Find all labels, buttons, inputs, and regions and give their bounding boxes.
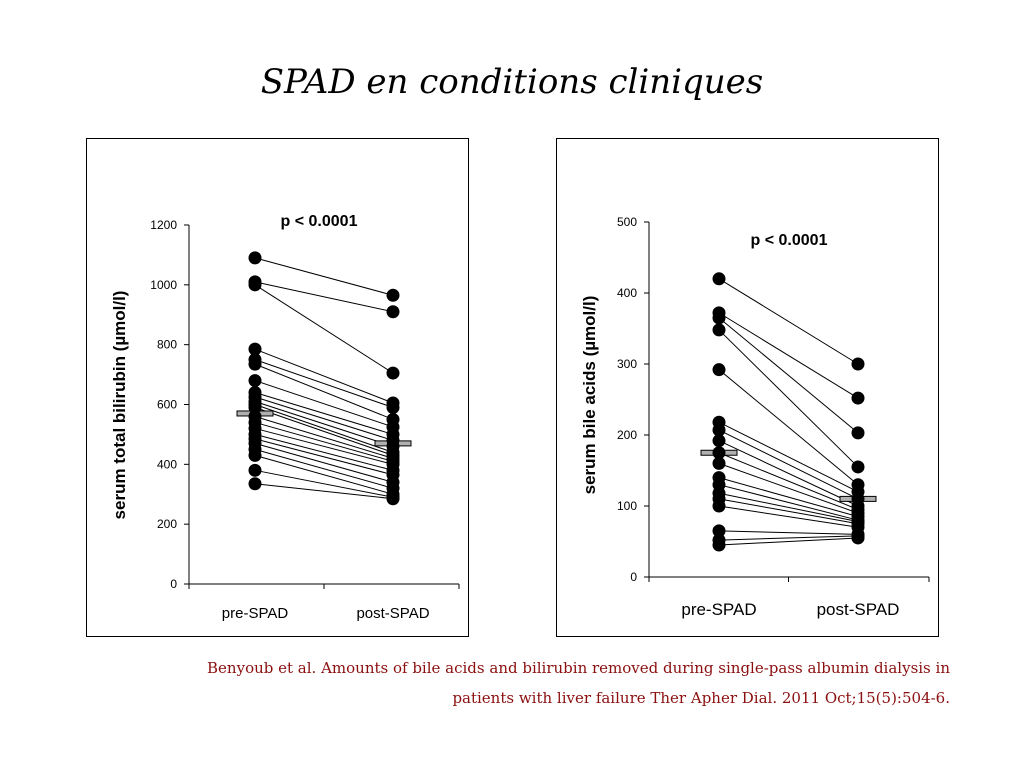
y-tick-label: 100 (617, 499, 637, 513)
data-point-pre (248, 448, 262, 462)
y-tick-label: 1000 (150, 278, 177, 292)
pair-line (718, 278, 859, 365)
pair-line (718, 317, 859, 434)
pair-line (254, 442, 394, 483)
data-point-pre (248, 374, 262, 388)
p-value-annotation: p < 0.0001 (751, 232, 828, 249)
data-point-pre (712, 423, 726, 437)
x-category-label: post-SPAD (817, 600, 900, 619)
pair-line (718, 537, 859, 546)
bilirubin-chart: 0 200 400 600 800 1000 1200 pre-SPAD post-SPAD se… (110, 213, 460, 622)
y-tick-label: 600 (157, 398, 177, 412)
pair-line (254, 392, 394, 435)
pair-line (254, 483, 394, 500)
data-point-post (851, 391, 865, 405)
x-category-label: pre-SPAD (681, 600, 756, 619)
data-point-pre (712, 524, 726, 538)
y-tick-label: 800 (157, 338, 177, 352)
pair-line (718, 535, 859, 541)
y-tick-label: 400 (157, 457, 177, 471)
pair-line (718, 452, 859, 511)
data-point-pre (248, 357, 262, 371)
data-point-pre (248, 477, 262, 491)
data-point-post (386, 305, 400, 319)
y-tick-label: 300 (617, 357, 637, 371)
y-tick-label: 0 (630, 570, 637, 584)
pair-line (254, 448, 394, 489)
x-category-label: post-SPAD (356, 605, 429, 622)
pair-line (718, 440, 859, 507)
data-point-pre (712, 434, 726, 448)
x-category-label: pre-SPAD (222, 605, 289, 622)
pair-line (718, 312, 859, 399)
bilirubin-chart-panel: 0 200 400 600 800 1000 1200 pre-SPAD post-SPAD se… (86, 138, 469, 637)
data-point-pre (248, 251, 262, 265)
y-tick-label: 0 (170, 577, 177, 591)
data-point-pre (712, 363, 726, 377)
p-value-annotation: p < 0.0001 (281, 213, 358, 230)
data-point-post (851, 426, 865, 440)
data-point-pre (712, 456, 726, 470)
y-axis-label: serum bile acids (µmol/l) (580, 296, 599, 495)
slide-title: SPAD en conditions cliniques (260, 62, 764, 102)
pair-line (254, 427, 394, 465)
data-point-post (386, 400, 400, 414)
pair-line (254, 284, 394, 374)
pair-line (254, 396, 394, 441)
y-axis-label: serum total bilirubin (µmol/l) (110, 291, 129, 520)
pair-line (254, 257, 394, 296)
pair-line (254, 469, 394, 498)
pair-line (254, 415, 394, 459)
pair-line (254, 404, 394, 453)
citation-line-1: Benyoub et al. Amounts of bile acids and… (207, 659, 950, 677)
data-point-post (386, 288, 400, 302)
pair-line (718, 492, 859, 523)
pair-line (254, 348, 394, 404)
data-point-post (386, 492, 400, 506)
y-tick-label: 1200 (150, 218, 177, 232)
data-point-post (386, 366, 400, 380)
data-point-pre (712, 499, 726, 513)
pair-line (254, 380, 394, 428)
pair-line (718, 421, 859, 493)
pair-line (718, 329, 859, 468)
y-tick-label: 400 (617, 286, 637, 300)
citation-line-2: patients with liver failure Ther Apher D… (452, 689, 950, 707)
data-point-pre (248, 278, 262, 292)
pair-line (254, 421, 394, 462)
pair-line (254, 281, 394, 313)
data-point-post (851, 531, 865, 545)
data-point-pre (712, 538, 726, 552)
pair-line (718, 530, 859, 535)
pair-line (718, 484, 859, 521)
pair-line (254, 359, 394, 408)
pair-line (718, 369, 859, 486)
y-tick-label: 200 (157, 517, 177, 531)
data-point-post (851, 460, 865, 474)
pair-line (254, 363, 394, 420)
pair-line (254, 433, 394, 471)
pair-line (254, 438, 394, 476)
data-point-pre (712, 272, 726, 286)
data-point-post (851, 357, 865, 371)
data-point-pre (712, 311, 726, 325)
y-tick-label: 200 (617, 428, 637, 442)
pair-line (718, 498, 859, 525)
pair-line (718, 462, 859, 514)
pair-line (718, 477, 859, 518)
data-point-pre (712, 323, 726, 337)
pair-line (718, 429, 859, 500)
pair-line (254, 407, 394, 456)
bile-acids-chart: 0 100 200 300 400 500 pre-SPAD post-SPAD serum b… (580, 215, 930, 619)
bile-acids-chart-panel: 0 100 200 300 400 500 pre-SPAD post-SPAD serum b… (556, 138, 939, 637)
data-point-pre (712, 446, 726, 460)
data-point-pre (248, 342, 262, 356)
data-point-pre (248, 463, 262, 477)
pair-line (254, 401, 394, 447)
pair-line (718, 505, 859, 528)
pair-line (254, 454, 394, 495)
data-point-pre (248, 400, 262, 414)
y-tick-label: 500 (617, 215, 637, 229)
